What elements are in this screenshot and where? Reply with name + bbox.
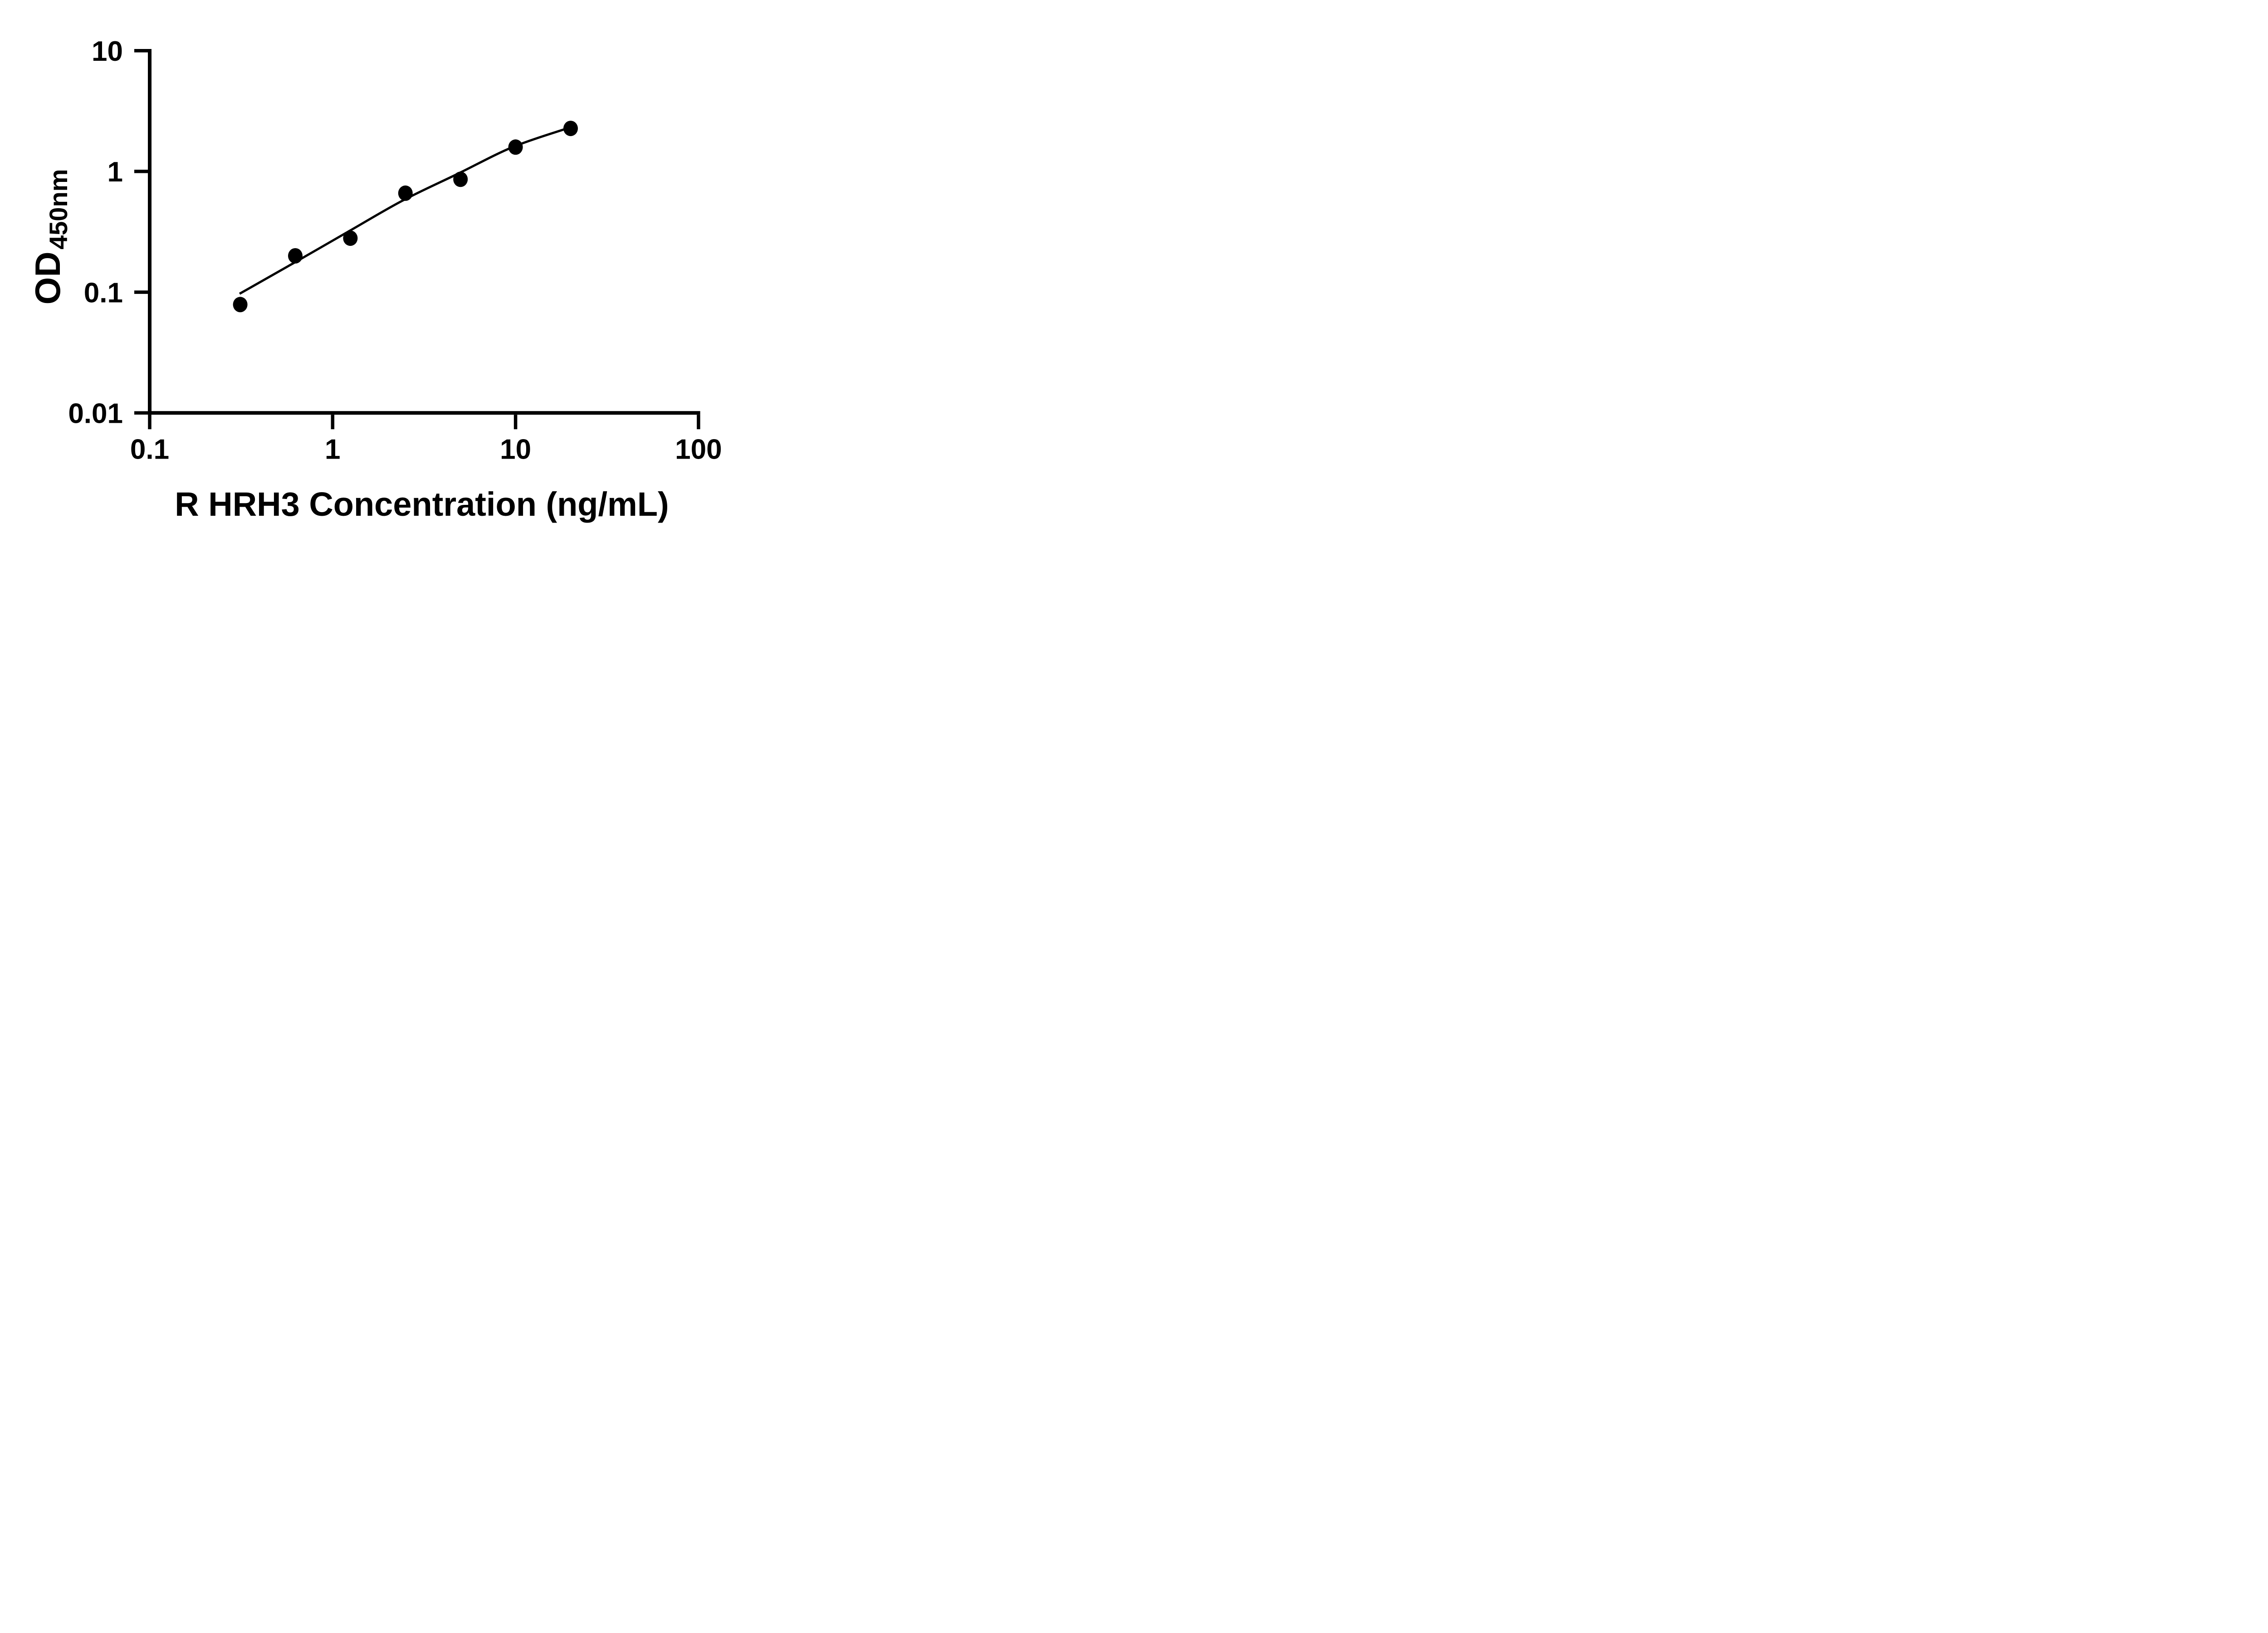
y-axis-title: OD 450nm	[28, 169, 73, 305]
x-tick-label: 1	[325, 434, 340, 465]
data-point-marker	[508, 139, 523, 155]
axes	[148, 49, 700, 415]
x-tick-label: 0.1	[130, 434, 169, 465]
x-tick-label: 100	[675, 434, 722, 465]
y-axis-title-subscript: 450nm	[44, 169, 73, 249]
y-tick-label: 0.1	[84, 277, 123, 308]
data-point-marker	[233, 297, 248, 313]
x-tick-label: 10	[500, 434, 531, 465]
y-tick-label: 1	[108, 156, 123, 188]
data-point-marker	[563, 121, 578, 137]
x-axis-title: R HRH3 Concentration (ng/mL)	[175, 485, 669, 523]
data-point-marker	[453, 171, 468, 187]
elisa-standard-curve-figure: 0.01 0.1 1 10 0.1 1 10 100 R HRH3 Concentration…	[0, 0, 777, 544]
data-point-marker	[288, 248, 303, 264]
y-tick-label: 10	[92, 36, 123, 67]
data-points	[233, 121, 578, 313]
y-tick-label: 0.01	[68, 398, 123, 430]
data-point-marker	[343, 230, 358, 246]
data-point-marker	[398, 185, 413, 201]
axis-ticks	[134, 49, 700, 430]
y-axis-title-main: OD	[28, 251, 68, 304]
